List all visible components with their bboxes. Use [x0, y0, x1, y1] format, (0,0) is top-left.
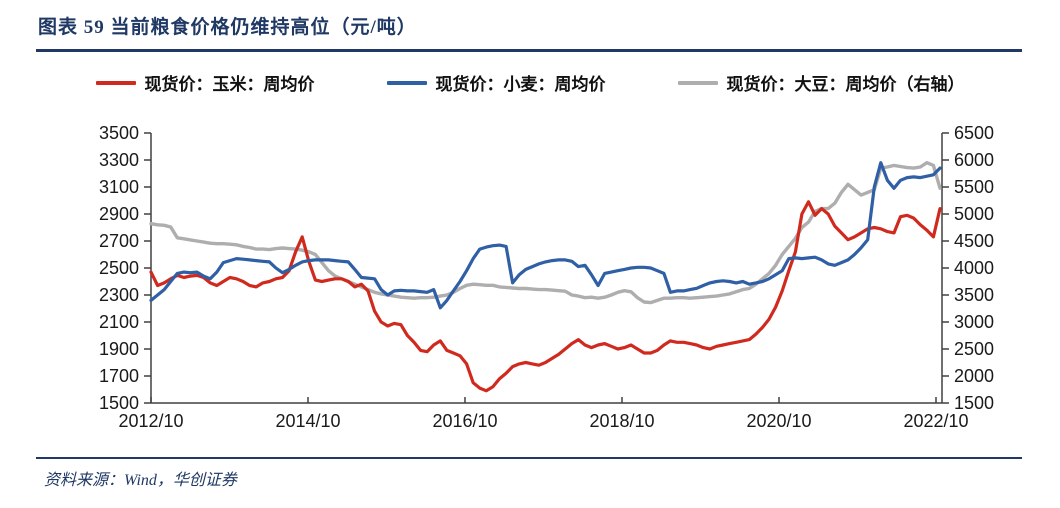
left-axis-tick-label: 2700: [99, 231, 139, 251]
right-axis-tick-label: 6000: [954, 150, 994, 170]
legend-item-corn: 现货价：玉米：周均价: [95, 70, 315, 95]
right-axis-tick-label: 4000: [954, 258, 994, 278]
left-axis-tick-label: 3300: [99, 150, 139, 170]
right-axis-tick-label: 4500: [954, 231, 994, 251]
legend-item-wheat: 现货价：小麦：周均价: [386, 70, 606, 95]
wheat-line-swatch-icon: [386, 80, 427, 85]
series-line-corn: [149, 200, 942, 393]
x-axis-tick-label: 2014/10: [275, 411, 340, 431]
series-line-soybean: [149, 160, 942, 305]
left-axis-tick-label: 3100: [99, 177, 139, 197]
left-axis-tick-label: 2900: [99, 204, 139, 224]
right-axis-tick-label: 5500: [954, 177, 994, 197]
chart-legend: 现货价：玉米：周均价 现货价：小麦：周均价 现货价：大豆：周均价（右轴）: [0, 70, 1060, 95]
soybean-line-swatch-icon: [677, 80, 718, 85]
right-axis-tick-label: 5000: [954, 204, 994, 224]
x-axis-tick-label: 2018/10: [589, 411, 654, 431]
footer-rule: [36, 457, 1022, 459]
legend-label-soybean: 现货价：大豆：周均价（右轴）: [726, 75, 965, 94]
right-axis-tick-label: 3000: [954, 312, 994, 332]
left-axis-tick-label: 2100: [99, 312, 139, 332]
right-axis-tick-label: 6500: [954, 123, 994, 143]
right-axis-tick-label: 2500: [954, 339, 994, 359]
series-line-wheat: [149, 161, 942, 310]
left-axis-tick-label: 2300: [99, 285, 139, 305]
left-axis-tick-label: 1500: [99, 393, 139, 413]
left-axis-tick-label: 1900: [99, 339, 139, 359]
x-axis-tick-label: 2016/10: [432, 411, 497, 431]
legend-label-corn: 现货价：玉米：周均价: [144, 75, 315, 94]
x-axis-tick-label: 2022/10: [903, 411, 968, 431]
left-axis-tick-label: 3500: [99, 123, 139, 143]
left-axis-tick-label: 1700: [99, 366, 139, 386]
source-text: 资料来源：Wind，华创证券: [44, 472, 237, 489]
corn-line-swatch-icon: [95, 80, 136, 85]
legend-label-wheat: 现货价：小麦：周均价: [435, 75, 606, 94]
right-axis-tick-label: 2000: [954, 366, 994, 386]
right-axis-tick-label: 3500: [954, 285, 994, 305]
title-rule: [36, 49, 1022, 52]
x-axis-tick-label: 2012/10: [118, 411, 183, 431]
x-axis-tick-label: 2020/10: [746, 411, 811, 431]
left-axis-tick-label: 2500: [99, 258, 139, 278]
figure-title: 图表 59 当前粮食价格仍维持高位（元/吨）: [38, 17, 417, 38]
right-axis-tick-label: 1500: [954, 393, 994, 413]
legend-item-soybean: 现货价：大豆：周均价（右轴）: [677, 70, 965, 95]
